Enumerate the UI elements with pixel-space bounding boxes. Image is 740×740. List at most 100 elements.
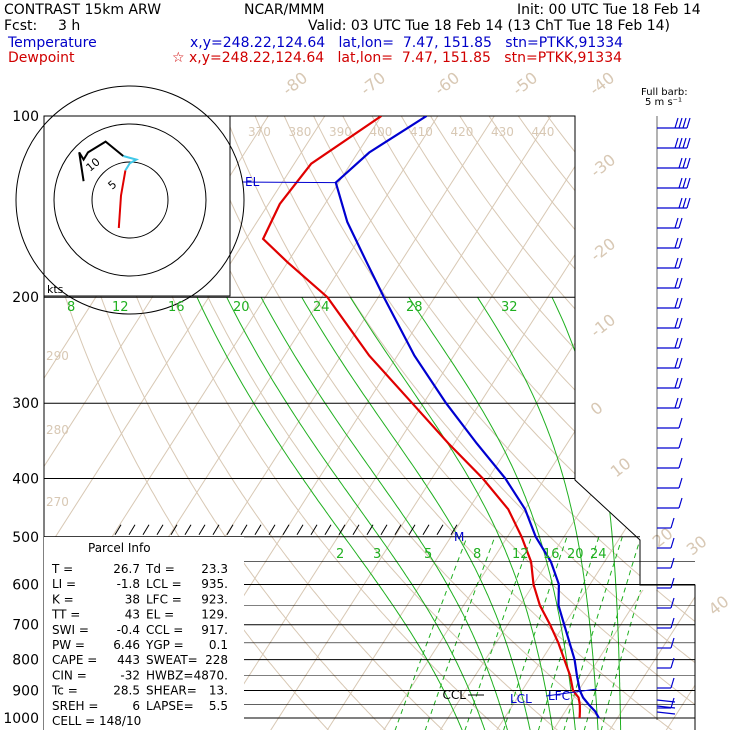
- hatch-mark: [212, 524, 220, 536]
- parcel-key: LFC =: [146, 592, 182, 606]
- wind-barb: [657, 497, 683, 509]
- isotherm-line: [269, 116, 673, 730]
- parcel-key: TT =: [51, 608, 80, 622]
- marker-tick: [545, 688, 597, 697]
- dry-adiabat: [105, 116, 502, 730]
- wind-barb: [657, 177, 691, 189]
- pressure-label: 700: [12, 618, 39, 634]
- mixing-ratio-line: [502, 536, 568, 730]
- parcel-value: 13.: [209, 684, 228, 698]
- parcel-row: TT = 43 EL = 129.: [51, 608, 228, 622]
- hatch-mark: [282, 524, 290, 536]
- hodograph-units: kts: [47, 283, 64, 296]
- parcel-row: LI = -1.8 LCL = 935.: [52, 577, 228, 591]
- marker-el: EL: [245, 175, 260, 189]
- dry-adiabat: [508, 116, 695, 730]
- wind-barb: [657, 277, 683, 289]
- parcel-value: 917.: [201, 623, 228, 637]
- hodograph-ring: [53, 123, 207, 277]
- parcel-value: 5.5: [209, 699, 228, 713]
- dewpoint-legend: Dewpoint: [8, 50, 75, 66]
- dry-adiabat: [47, 116, 387, 730]
- marker-ccl: CCL: [443, 688, 467, 702]
- wind-barb: [657, 457, 683, 469]
- isotherm-line: [382, 116, 695, 730]
- wind-barb: [657, 337, 683, 349]
- hatch-mark: [198, 524, 206, 536]
- parcel-key: HWBZ=: [146, 668, 193, 682]
- wind-barb: [657, 397, 683, 409]
- isotherm-label: -80: [279, 68, 311, 99]
- parcel-key: SWI =: [52, 623, 89, 637]
- hatch-mark: [296, 524, 304, 536]
- wind-barb: [657, 557, 675, 569]
- wind-barb: [657, 297, 683, 309]
- pressure-label: 900: [12, 683, 39, 699]
- moist-adiabat: [301, 296, 531, 730]
- parcel-value: 228: [205, 653, 228, 667]
- parcel-value: 129.: [201, 608, 228, 622]
- parcel-key: PW =: [52, 638, 85, 652]
- parcel-key: SHEAR=: [146, 684, 197, 698]
- moist-adiabat: [226, 296, 486, 730]
- dry-adiabat: [76, 116, 444, 730]
- barb-legend: 5 m s⁻¹: [645, 97, 682, 108]
- hodograph-ring: [15, 85, 245, 315]
- isotherm-line: [665, 116, 695, 730]
- pressure-label: 1000: [3, 711, 39, 727]
- dry-adiabat: [249, 116, 695, 730]
- hatch-mark: [268, 524, 276, 536]
- theta-label: 370: [248, 125, 271, 139]
- pressure-label: 600: [12, 577, 39, 593]
- hatch-mark: [254, 524, 262, 536]
- moist-adiabat: [477, 296, 599, 730]
- pressure-label: 100: [12, 109, 39, 125]
- parcel-value: 935.: [201, 577, 228, 591]
- parcel-key: CAPE =: [52, 653, 97, 667]
- wind-barb: [657, 577, 675, 589]
- mixing-ratio-label: 24: [590, 547, 607, 562]
- hodograph-panel: [43, 115, 231, 297]
- isotherm-label: 40: [705, 592, 733, 620]
- isotherm-label: -30: [587, 150, 619, 181]
- parcel-row: SREH = 6 LAPSE= 5.5: [52, 699, 228, 713]
- dry-adiabat: [364, 116, 695, 730]
- isotherm-label: -70: [357, 68, 389, 99]
- wind-barb: [657, 317, 683, 329]
- moist-adiabat-label: 32: [501, 300, 518, 315]
- isotherm-label: -20: [587, 234, 619, 265]
- parcel-value: 443: [117, 653, 140, 667]
- pressure-label: 200: [12, 290, 39, 306]
- parcel-key: CCL =: [146, 623, 183, 637]
- wind-barb: [657, 437, 683, 449]
- dry-adiabat: [306, 116, 695, 730]
- hatch-mark: [156, 524, 164, 536]
- wind-barb: [657, 617, 675, 629]
- theta-label: 440: [532, 125, 555, 139]
- parcel-row: CIN = -32 HWBZ= 4870.: [52, 668, 228, 682]
- parcel-value: 38: [125, 592, 140, 606]
- parcel-key: T =: [51, 562, 73, 576]
- hatch-mark: [436, 524, 444, 536]
- dry-adiabat: [191, 116, 674, 730]
- parcel-key: LCL =: [146, 577, 182, 591]
- wind-barb: [657, 637, 675, 649]
- temperature-profile: [334, 116, 600, 719]
- theta-label: 400: [370, 125, 393, 139]
- pressure-label: 300: [12, 396, 39, 412]
- mixing-ratio-line: [563, 536, 623, 730]
- theta-label: 430: [491, 125, 514, 139]
- dry-adiabat: [595, 116, 695, 730]
- mixing-ratio-line: [394, 536, 468, 730]
- moist-adiabat-label: 12: [112, 300, 129, 315]
- dewpoint-location: ☆ x,y=248.22,124.64 lat,lon= 7.47, 151.8…: [172, 50, 623, 66]
- parcel-row: CAPE = 443 SWEAT= 228: [52, 653, 228, 667]
- hodograph-trace-high: [78, 140, 124, 182]
- moist-adiabat-label: 8: [67, 300, 75, 315]
- hatch-mark: [226, 524, 234, 536]
- hatch-mark: [408, 524, 416, 536]
- fcst-value: 3 h: [58, 18, 81, 34]
- parcel-value: 6: [132, 699, 140, 713]
- hatch-mark: [338, 524, 346, 536]
